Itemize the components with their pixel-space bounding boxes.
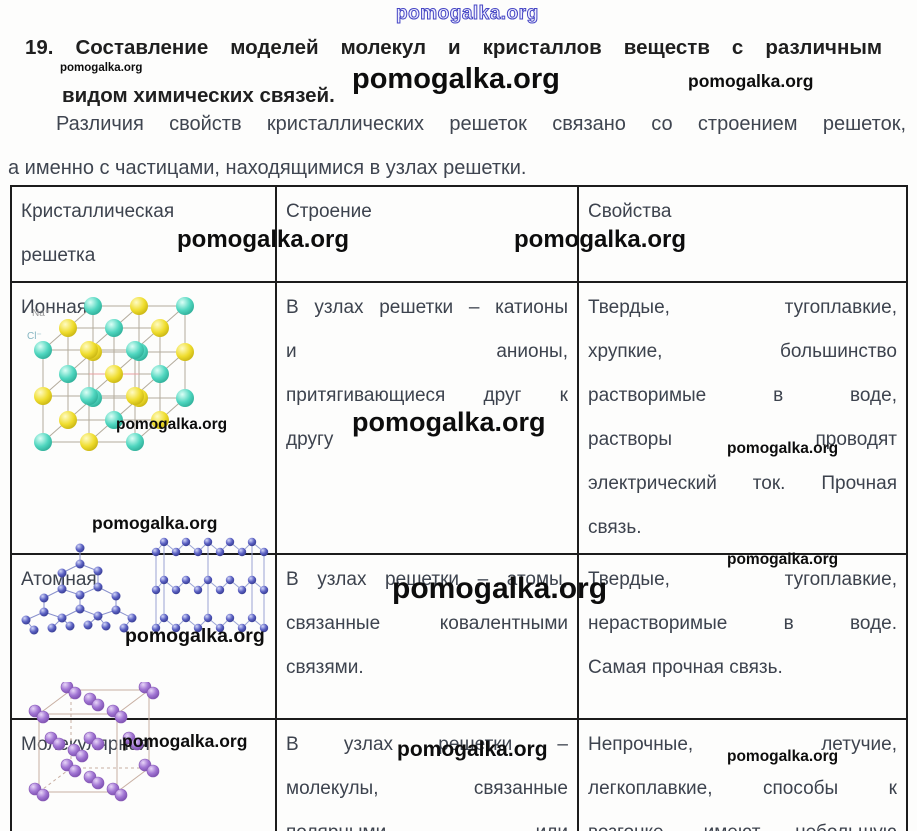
exercise-number: 19.: [25, 36, 54, 59]
cell-ionic-properties: Твердые, тугоплавкие, хрупкие, большинст…: [577, 281, 908, 555]
graphite-atoms: [151, 537, 269, 633]
lattice-ions: [34, 297, 194, 451]
diamond-atomic-lattice-image: [21, 543, 137, 635]
cell-molecular-properties: Непрочные, летучие, легкоплавкие, способ…: [577, 718, 908, 831]
watermark-row2-col2: pomogalka.org: [392, 572, 608, 605]
cell-ionic-structure: В узлах решетки – катионы и анионы, прит…: [275, 281, 579, 555]
table-header-row: Кристаллическая решетка Строение Свойств…: [10, 185, 908, 283]
watermark-heading-right: pomogalka.org: [688, 71, 814, 91]
watermark-row3-col3: pomogalka.org: [727, 748, 839, 765]
header-cell-structure: Строение: [275, 185, 579, 283]
watermark-header-2: pomogalka.org: [514, 226, 687, 253]
heading-line-2: видом химических связей.: [62, 84, 335, 107]
cell-molecular-structure: В узлах решетки – молекулы, связанные по…: [275, 718, 579, 831]
watermark-row2-col1-top: pomogalka.org: [92, 513, 218, 533]
sodium-ion-label: Na⁺: [32, 308, 50, 319]
heading-text-1: Составление моделей молекул и кристаллов…: [75, 36, 883, 59]
nacl-ionic-lattice-image: Na⁺ Cl⁻: [27, 297, 194, 451]
intro-line-1: Различия свойств кристаллических решеток…: [56, 113, 906, 135]
watermark-row2-col1-bottom: pomogalka.org: [125, 625, 265, 647]
molecular-cube-frame: [38, 689, 150, 793]
table-row-molecular: Молекулярная В узлах решетки – молекулы,…: [10, 718, 908, 831]
molecular-lattice-image: [28, 682, 160, 802]
watermark-row3-col2: pomogalka.org: [397, 738, 548, 761]
intro-paragraph: Различия свойств кристаллических решеток…: [8, 102, 906, 190]
exercise-heading: 19. Составление моделей молекул и криста…: [25, 24, 882, 120]
lattice-type-label: Ионная: [21, 297, 88, 318]
cell-atomic-structure: В узлах решетки – атомы, связанные ковал…: [275, 553, 579, 720]
diamond-atoms: [21, 543, 137, 635]
chloride-ion-label: Cl⁻: [27, 331, 42, 342]
watermark-header-1: pomogalka.org: [177, 226, 350, 253]
heading-line-1: 19. Составление моделей молекул и криста…: [25, 24, 882, 72]
watermark-top: pomogalka.org: [396, 3, 539, 25]
header-cell-properties: Свойства: [577, 185, 908, 283]
molecules: [28, 682, 160, 802]
watermark-row1-col1: pomogalka.org: [116, 416, 228, 433]
watermark-heading-large: pomogalka.org: [352, 63, 560, 95]
graphite-atomic-lattice-image: [151, 537, 269, 633]
watermark-row1-col2: pomogalka.org: [352, 407, 546, 437]
intro-line-2: а именно с частицами, находящимися в узл…: [8, 157, 527, 179]
lattice-type-label: Атомная: [21, 569, 97, 590]
crystal-lattice-table: Кристаллическая решетка Строение Свойств…: [10, 185, 908, 831]
cell-atomic-properties: Твердые, тугоплавкие, нерастворимые в во…: [577, 553, 908, 720]
watermark-row2-col3: pomogalka.org: [727, 551, 839, 568]
cell-ionic-type: Ионная: [10, 281, 277, 555]
watermark-row3-col1: pomogalka.org: [122, 731, 248, 751]
header-cell-lattice: Кристаллическая решетка: [10, 185, 277, 283]
table-row-ionic: Ионная В узлах решетки – катионы и анион…: [10, 281, 908, 555]
watermark-heading-small: pomogalka.org: [60, 62, 143, 74]
watermark-row1-col3: pomogalka.org: [727, 440, 839, 457]
